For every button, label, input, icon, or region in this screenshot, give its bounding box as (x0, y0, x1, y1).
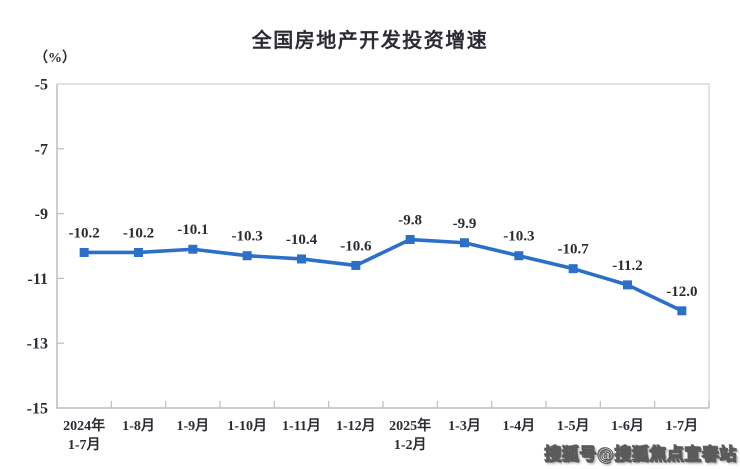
data-point (242, 251, 252, 261)
x-tick-label: 1-2月 (394, 437, 427, 453)
data-label: -10.6 (340, 238, 372, 254)
x-tick-label: 1-11月 (282, 418, 321, 434)
x-tick-label: 1-8月 (122, 418, 155, 434)
data-point (79, 247, 89, 257)
data-label: -10.2 (69, 225, 100, 241)
data-point (134, 247, 143, 257)
x-tick-label: 1-6月 (611, 418, 644, 434)
y-axis-unit-label: （%） (34, 51, 76, 66)
x-tick-label: 1-7月 (68, 437, 101, 453)
data-line (82, 237, 684, 313)
data-point (514, 251, 524, 261)
data-label: -12.0 (666, 284, 697, 300)
data-point (297, 254, 306, 264)
y-tick-label: -13 (27, 336, 48, 353)
x-tick-label: 1-7月 (665, 418, 698, 434)
y-tick-label: -5 (35, 77, 48, 94)
chart-title: 全国房地产开发投资增速 (251, 28, 489, 52)
x-tick-label: 1-3月 (448, 418, 481, 434)
x-tick-label: 1-9月 (176, 418, 209, 434)
data-point (568, 264, 578, 274)
data-point (460, 238, 469, 248)
y-tick-label: -11 (28, 271, 48, 288)
y-tick-label: -9 (35, 206, 48, 223)
data-point (188, 244, 198, 254)
data-label: -9.8 (398, 213, 422, 229)
data-label: -10.3 (503, 229, 534, 245)
x-tick-label: 2024年 (63, 417, 105, 434)
data-label: -9.9 (453, 216, 477, 232)
data-point (623, 280, 632, 290)
plot-border (57, 83, 710, 408)
x-tick-label: 2025年 (389, 417, 431, 434)
data-label: -10.3 (232, 229, 263, 245)
data-label: -10.1 (177, 222, 208, 238)
axis-lines (56, 84, 709, 409)
x-tick-label: 1-5月 (557, 418, 590, 434)
data-label: -10.4 (286, 232, 318, 248)
watermark: 搜狐号@搜狐焦点宜春站 (544, 445, 737, 466)
data-label: -10.7 (558, 242, 590, 258)
data-point (405, 235, 415, 245)
y-tick-label: -15 (27, 401, 48, 418)
data-label: -10.2 (123, 225, 154, 241)
data-label: -11.2 (612, 258, 642, 274)
data-point (351, 260, 361, 270)
x-tick-label: 1-12月 (336, 418, 376, 434)
y-tick-label: -7 (35, 141, 48, 158)
x-tick-label: 1-10月 (227, 418, 267, 434)
x-tick-label: 1-4月 (502, 418, 535, 434)
data-point (677, 306, 687, 316)
